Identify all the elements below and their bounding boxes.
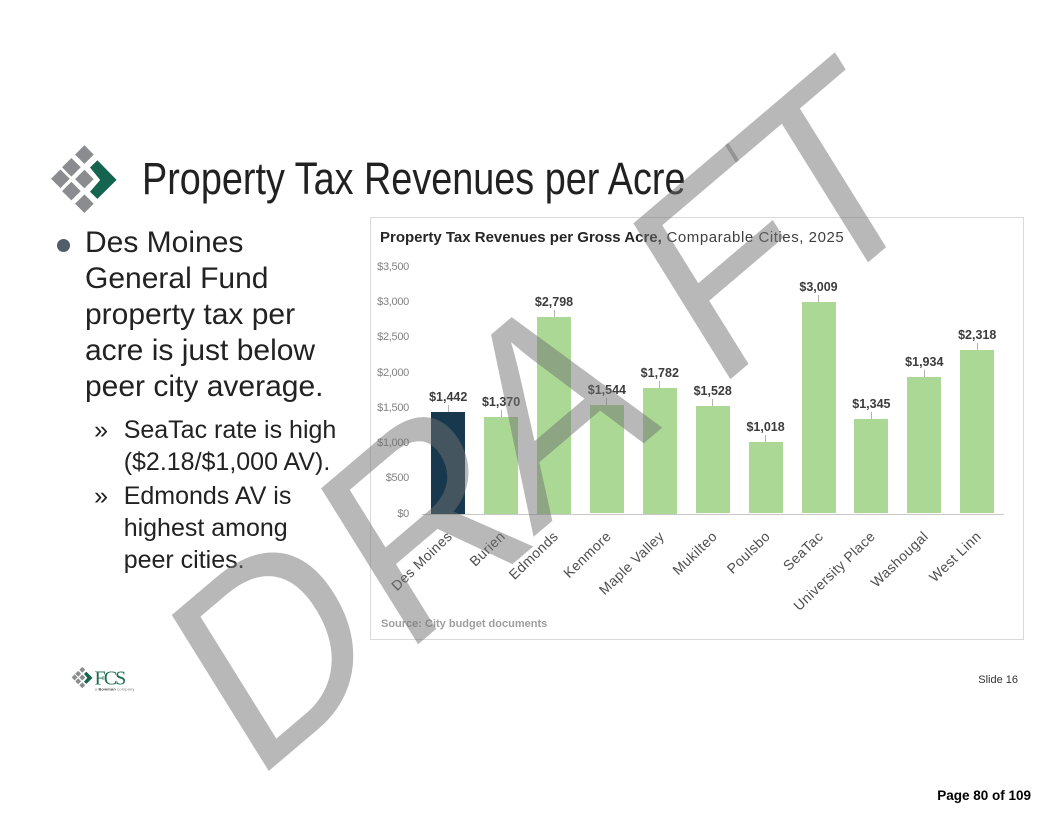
svg-text:FCS: FCS [95, 667, 127, 689]
svg-text:a Bowman company: a Bowman company [95, 687, 135, 692]
